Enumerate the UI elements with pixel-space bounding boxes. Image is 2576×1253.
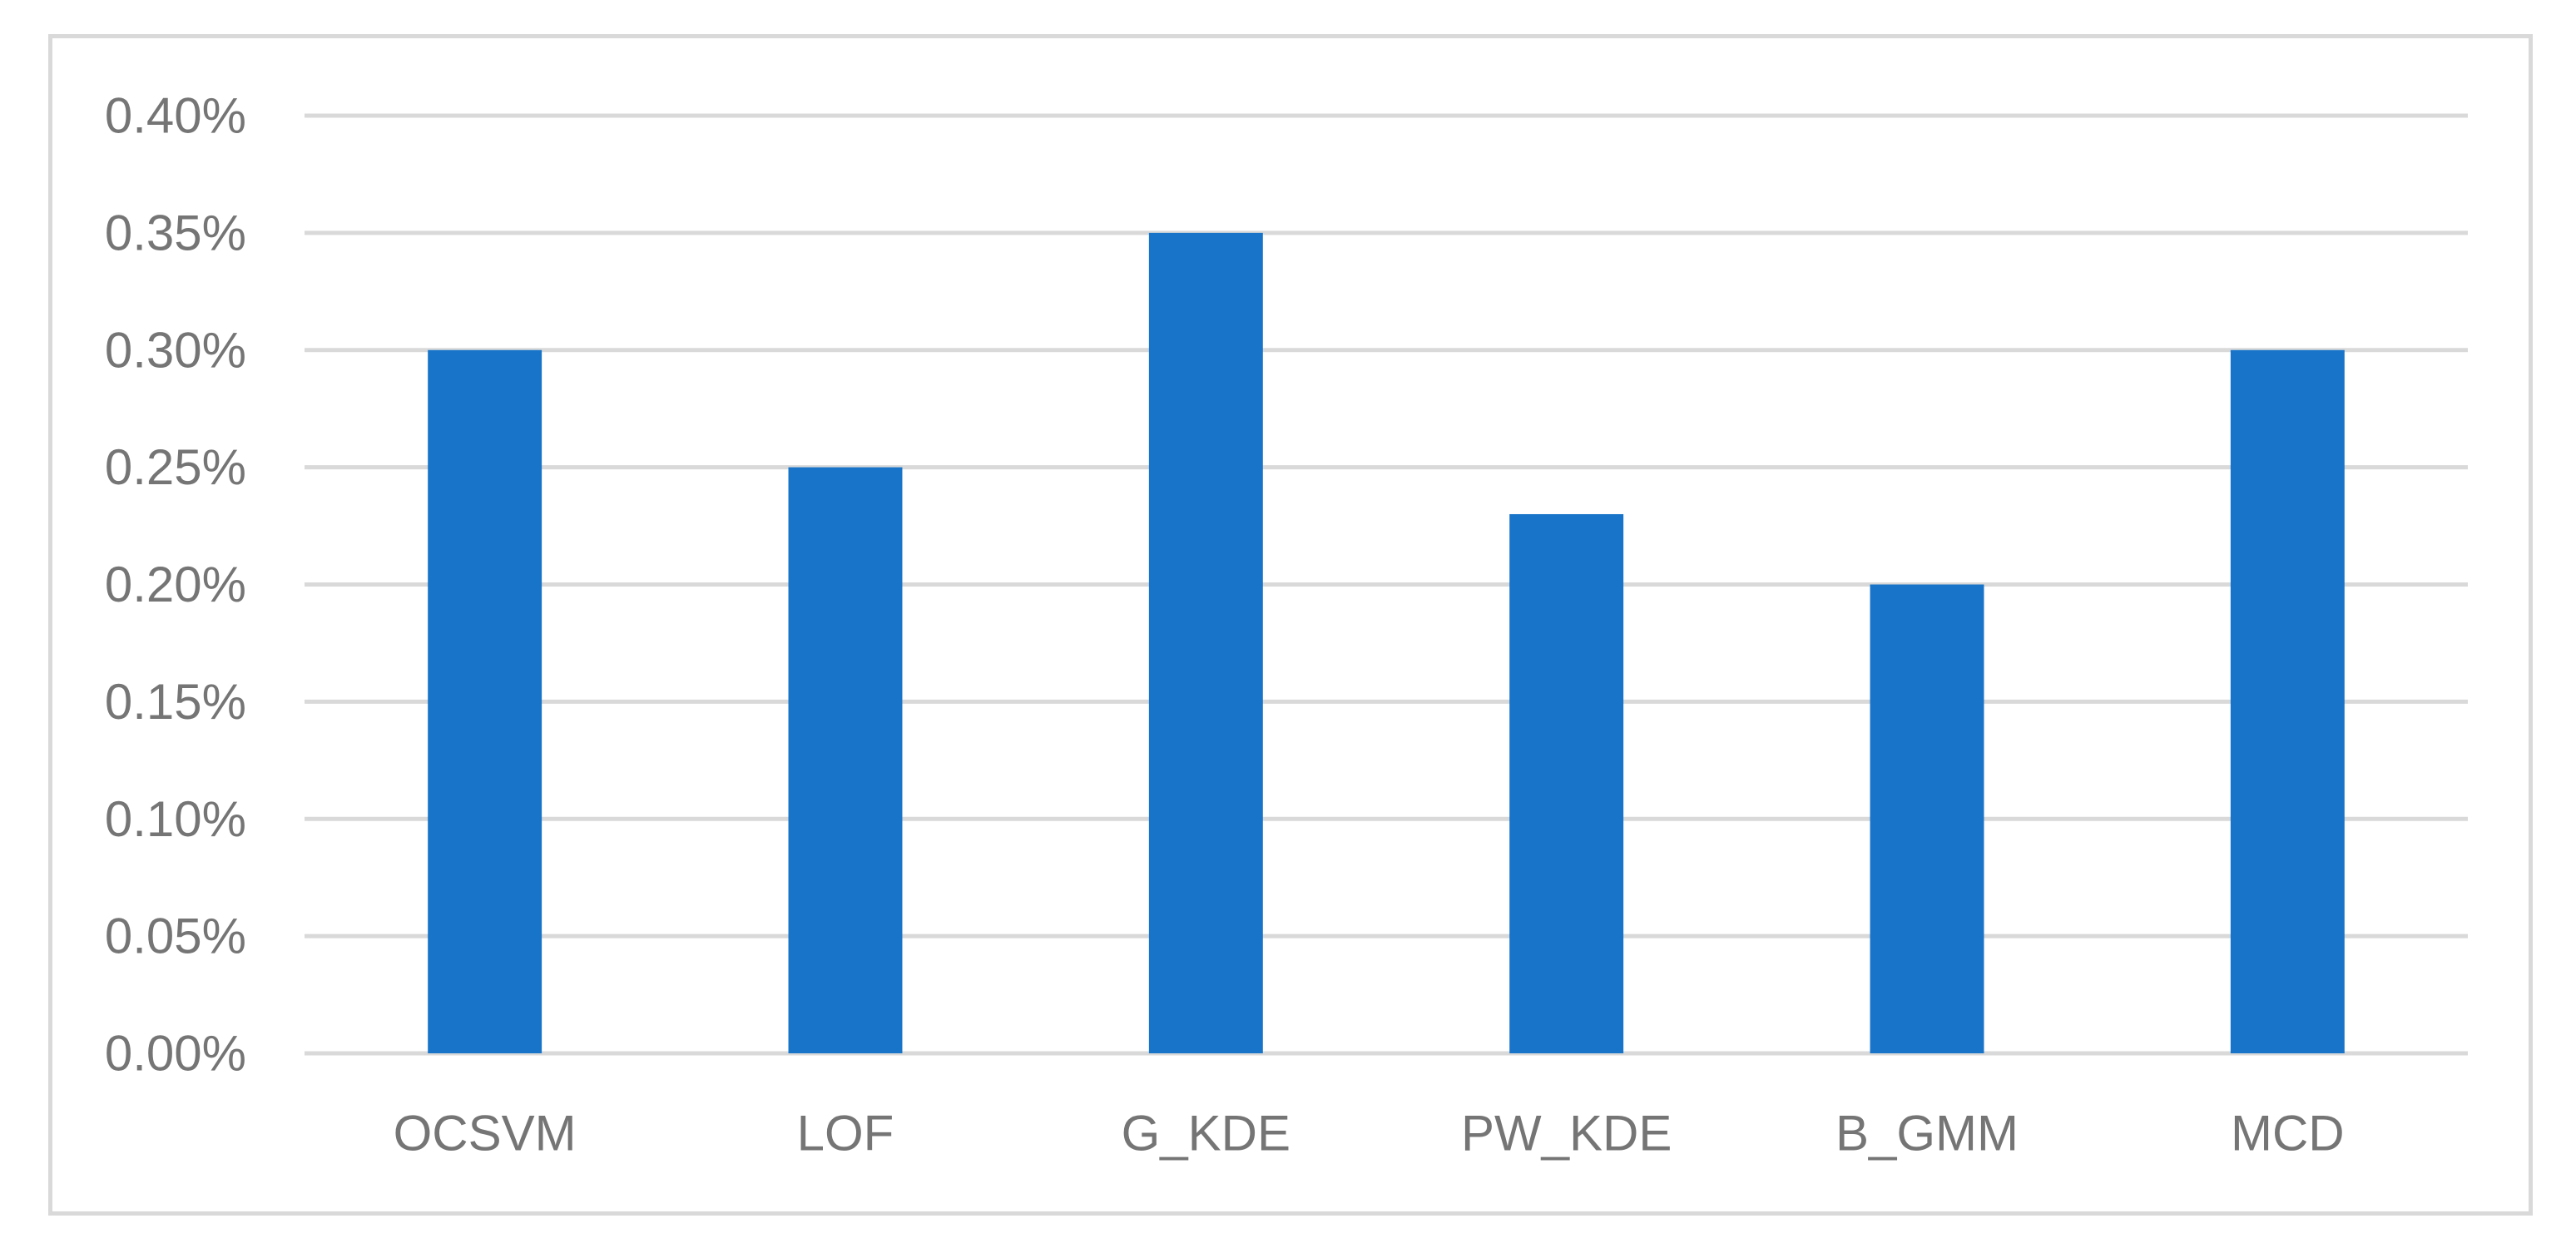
bar-ocsvm <box>428 349 542 1053</box>
bar-pw-kde <box>1509 513 1624 1053</box>
bars <box>428 232 2345 1053</box>
y-tick-label: 0.25% <box>105 439 246 495</box>
x-tick-label: OCSVM <box>394 1106 577 1161</box>
y-tick-label: 0.20% <box>105 557 246 612</box>
bar-mcd <box>2230 349 2345 1053</box>
x-tick-label: LOF <box>797 1106 894 1161</box>
x-tick-label: MCD <box>2231 1106 2345 1161</box>
y-tick-label: 0.05% <box>105 909 246 964</box>
bar-lof <box>788 467 903 1053</box>
y-tick-label: 0.30% <box>105 322 246 378</box>
bar-b-gmm <box>1870 584 1984 1053</box>
gridlines <box>305 113 2468 1056</box>
x-tick-label: G_KDE <box>1122 1106 1290 1161</box>
x-axis-tick-labels: OCSVM LOF G_KDE PW_KDE B_GMM MCD <box>394 1106 2345 1161</box>
y-tick-label: 0.40% <box>105 88 246 144</box>
x-tick-label: PW_KDE <box>1461 1106 1672 1161</box>
y-tick-label: 0.00% <box>105 1026 246 1082</box>
y-tick-label: 0.15% <box>105 674 246 730</box>
x-tick-label: B_GMM <box>1835 1106 2019 1161</box>
y-tick-label: 0.35% <box>105 205 246 260</box>
y-axis-tick-labels: 0.00% 0.05% 0.10% 0.15% 0.20% 0.25% 0.30% 0.35%… <box>105 88 246 1082</box>
y-tick-label: 0.10% <box>105 791 246 847</box>
bar-g-kde <box>1148 232 1263 1053</box>
